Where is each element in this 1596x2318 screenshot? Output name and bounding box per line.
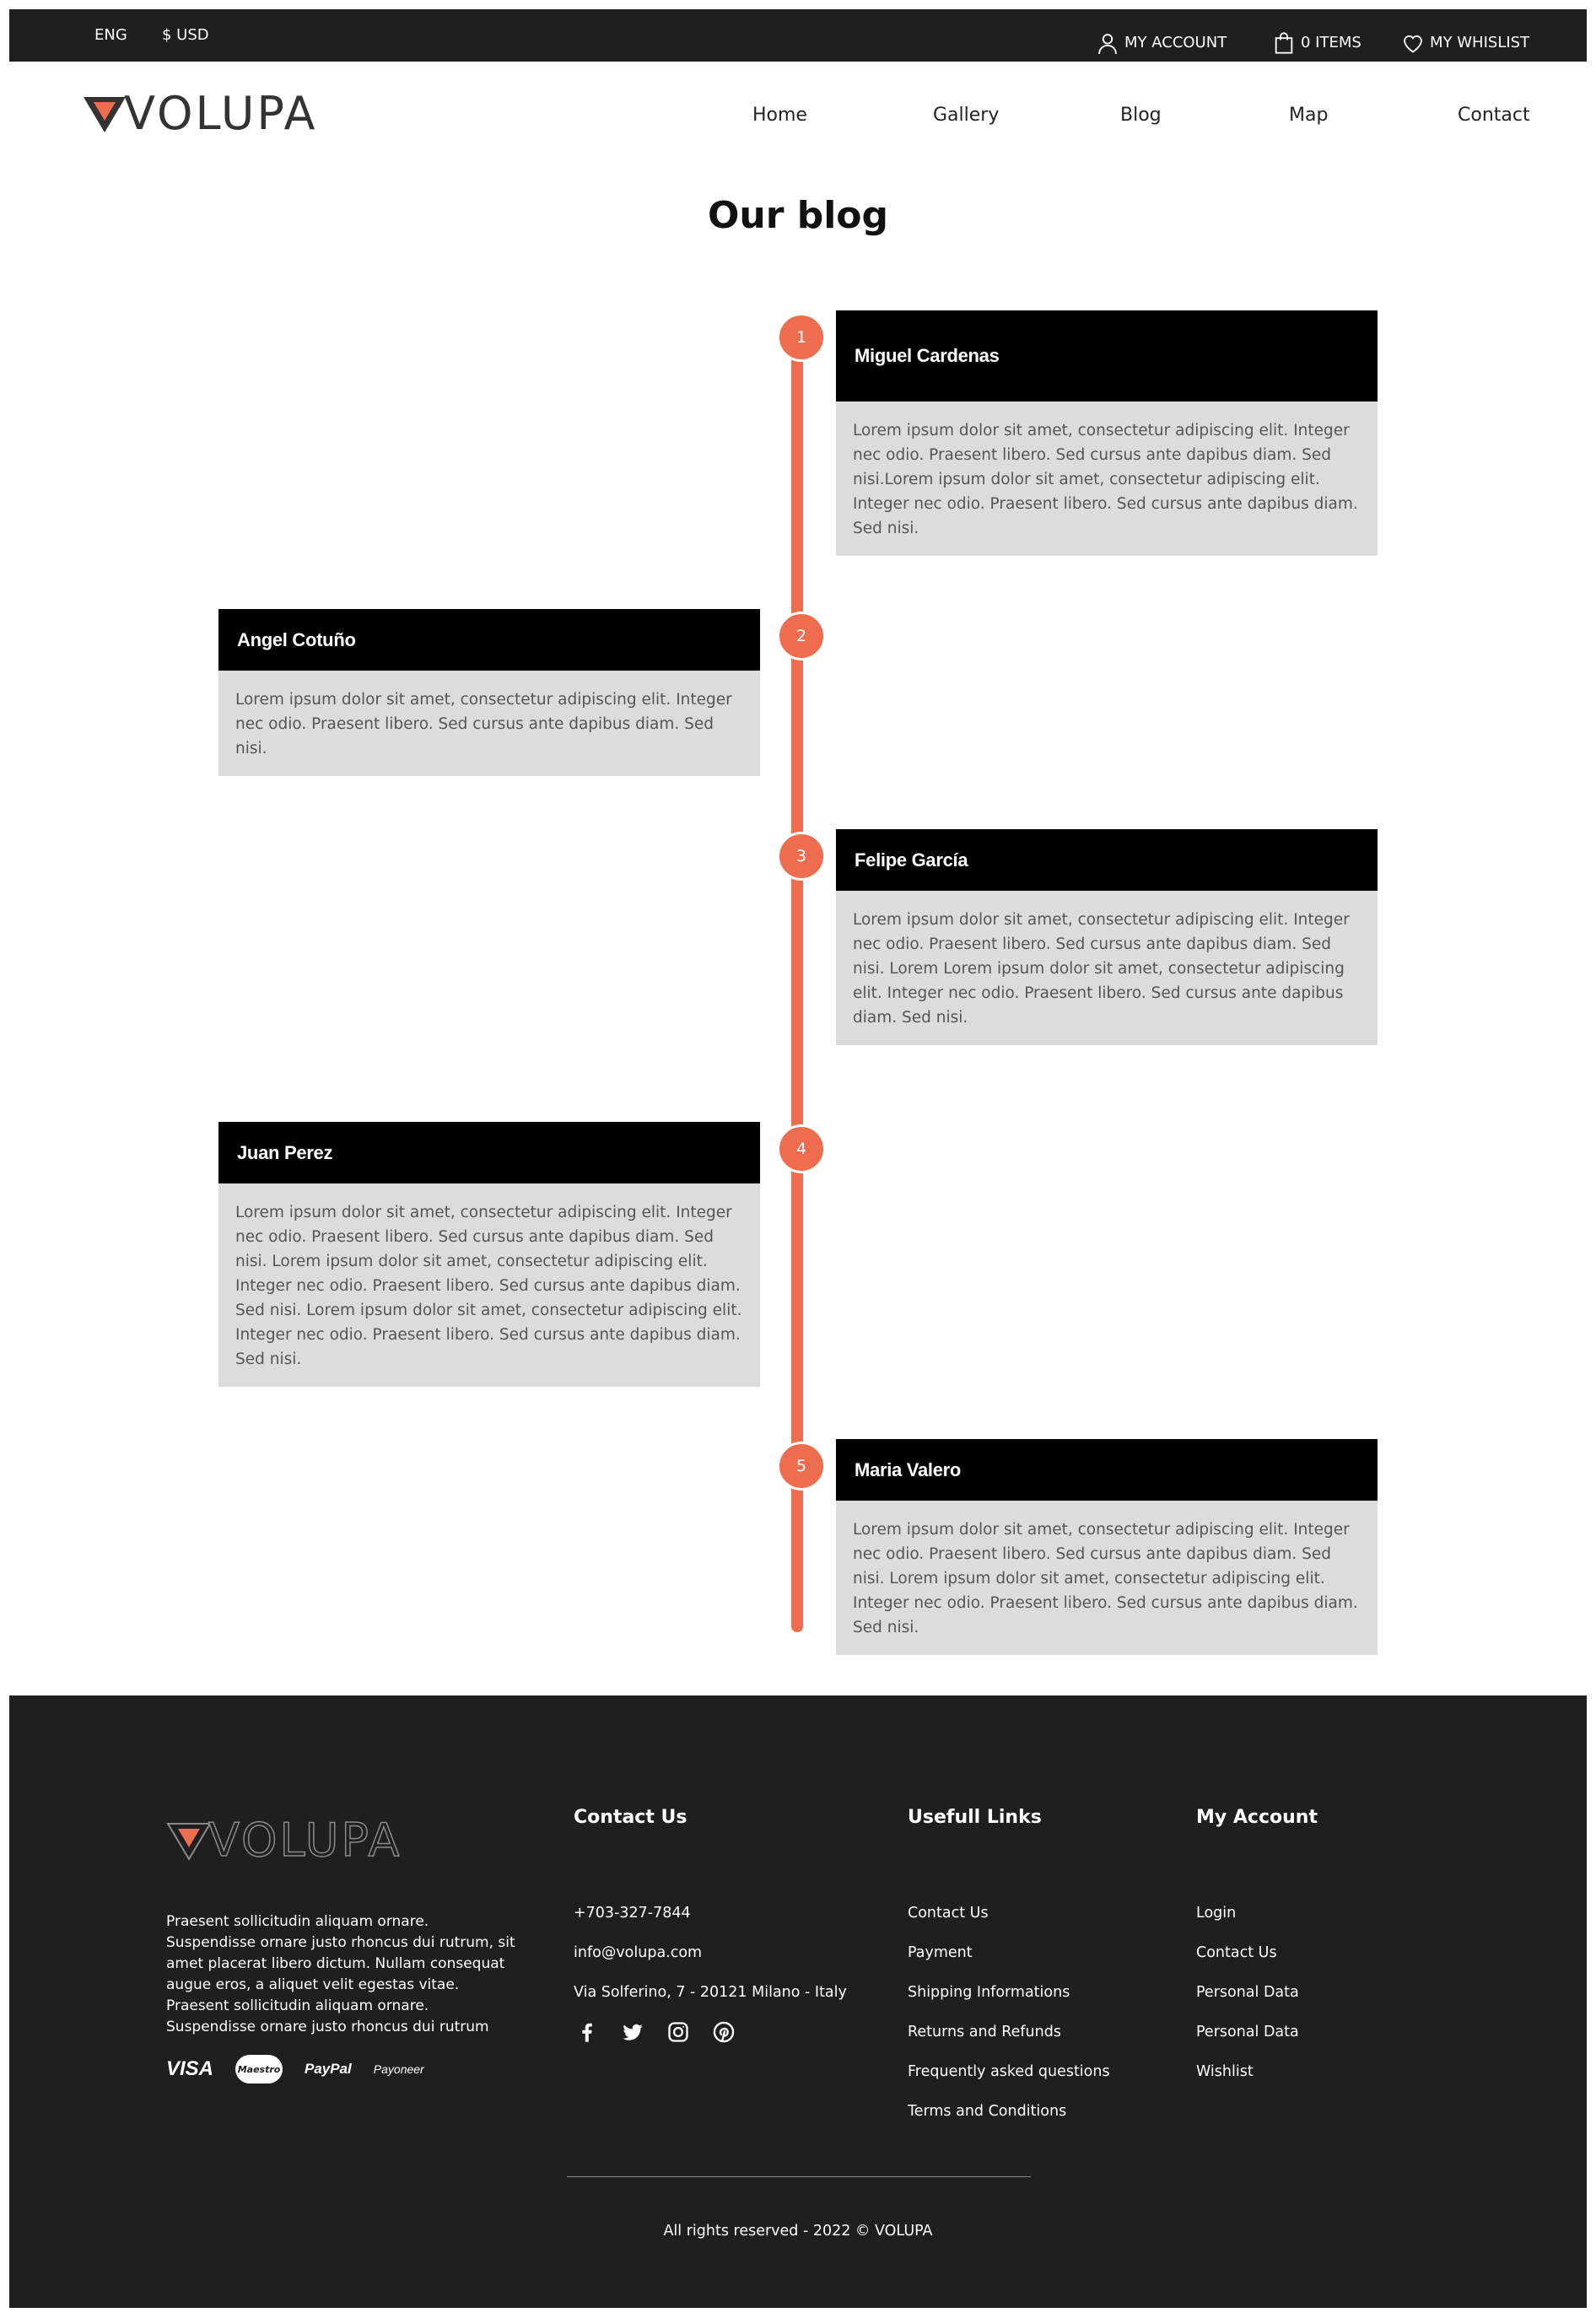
maestro-logo: Maestro [235,2055,283,2084]
cart-link[interactable]: 0 ITEMS [1272,28,1361,54]
facebook-icon[interactable] [575,2020,599,2044]
footer-about-text: Praesent sollicitudin aliquam ornare. Su… [166,1913,515,2035]
nav-gallery[interactable]: Gallery [933,105,1000,126]
visa-logo: VISA [166,2057,214,2080]
site-logo[interactable]: VOLUPA [82,87,317,140]
page-title: Our blog [707,194,889,237]
heart-icon [1404,35,1422,53]
nav-blog[interactable]: Blog [1120,105,1162,126]
contact-address: Via Solferino, 7 - 20121 Milano - Italy [574,1984,847,2001]
blog-card-author[interactable]: Miguel Cardenas [836,310,1378,402]
contact-phone[interactable]: +703-327-7844 [574,1905,691,1922]
timeline-marker-5: 5 [777,1442,826,1491]
blog-card-text: Lorem ipsum dolor sit amet, consectetur … [836,891,1378,1045]
nav-map[interactable]: Map [1289,105,1329,126]
blog-card-2[interactable]: Angel Cotuño Lorem ipsum dolor sit amet,… [218,609,760,776]
blog-card-4[interactable]: Juan Perez Lorem ipsum dolor sit amet, c… [218,1122,760,1387]
nav-contact[interactable]: Contact [1458,105,1530,126]
user-icon [1098,34,1117,54]
social-links [575,2020,736,2044]
twitter-icon[interactable] [621,2020,644,2044]
cart-label: 0 ITEMS [1301,34,1361,51]
footer-link-login[interactable]: Login [1196,1905,1237,1922]
timeline-line [791,337,803,1632]
blog-card-text: Lorem ipsum dolor sit amet, consectetur … [836,1501,1378,1655]
timeline-marker-1: 1 [777,313,826,362]
footer-link-returns[interactable]: Returns and Refunds [908,2024,1061,2040]
footer-link-personal-data-2[interactable]: Personal Data [1196,2024,1299,2040]
footer-link-payment[interactable]: Payment [908,1944,973,1961]
payment-methods: VISA Maestro PayPal Payoneer [166,2055,424,2084]
payoneer-logo: Payoneer [373,2062,424,2076]
blog-card-author[interactable]: Felipe García [836,829,1378,891]
wishlist-link[interactable]: MY WHISLIST [1401,28,1530,53]
footer-link-faq[interactable]: Frequently asked questions [908,2063,1110,2080]
blog-card-text: Lorem ipsum dolor sit amet, consectetur … [836,402,1378,556]
copyright-text: All rights reserved - 2022 © VOLUPA [663,2223,933,2240]
footer-logo[interactable]: VOLUPA [166,1813,402,1868]
blog-card-author[interactable]: Maria Valero [836,1439,1378,1501]
footer-divider [567,2176,1031,2177]
blog-card-1[interactable]: Miguel Cardenas Lorem ipsum dolor sit am… [836,310,1378,556]
site-footer: VOLUPA Praesent sollicitudin aliquam orn… [9,1695,1587,2308]
useful-links-heading: Usefull Links [908,1807,1042,1828]
footer-link-terms[interactable]: Terms and Conditions [908,2103,1067,2120]
timeline-marker-3: 3 [777,832,826,881]
footer-logo-mark [166,1822,212,1861]
timeline-marker-2: 2 [777,612,826,660]
footer-link-shipping[interactable]: Shipping Informations [908,1984,1070,2001]
currency-selector[interactable]: $ USD [162,26,209,44]
footer-link-contact-us[interactable]: Contact Us [908,1905,989,1922]
wishlist-label: MY WHISLIST [1430,34,1530,51]
my-account-link[interactable]: MY ACCOUNT [1096,28,1227,54]
blog-card-author[interactable]: Juan Perez [218,1122,760,1183]
contact-heading: Contact Us [574,1807,687,1828]
nav-home[interactable]: Home [752,105,807,126]
pinterest-icon[interactable] [712,2020,736,2044]
my-account-label: MY ACCOUNT [1124,34,1227,51]
blog-card-text: Lorem ipsum dolor sit amet, consectetur … [218,1183,760,1387]
footer-logo-text: VOLUPA [208,1813,402,1868]
language-selector[interactable]: ENG [94,26,127,44]
footer-link-account-contact[interactable]: Contact Us [1196,1944,1277,1961]
blog-card-author[interactable]: Angel Cotuño [218,609,760,671]
logo-mark [84,96,126,132]
my-account-heading: My Account [1196,1807,1318,1828]
bag-icon [1275,32,1293,54]
paypal-logo: PayPal [305,2061,352,2077]
blog-card-5[interactable]: Maria Valero Lorem ipsum dolor sit amet,… [836,1439,1378,1655]
contact-email[interactable]: info@volupa.com [574,1944,703,1961]
top-bar: ENG $ USD MY ACCOUNT 0 ITEMS MY WHISLIST [9,9,1587,62]
timeline-marker-4: 4 [777,1124,826,1173]
blog-card-text: Lorem ipsum dolor sit amet, consectetur … [218,671,760,776]
footer-link-wishlist[interactable]: Wishlist [1196,2063,1254,2080]
footer-link-personal-data[interactable]: Personal Data [1196,1984,1299,2001]
blog-card-3[interactable]: Felipe García Lorem ipsum dolor sit amet… [836,829,1378,1045]
logo-text: VOLUPA [124,87,318,140]
instagram-icon[interactable] [666,2020,690,2044]
